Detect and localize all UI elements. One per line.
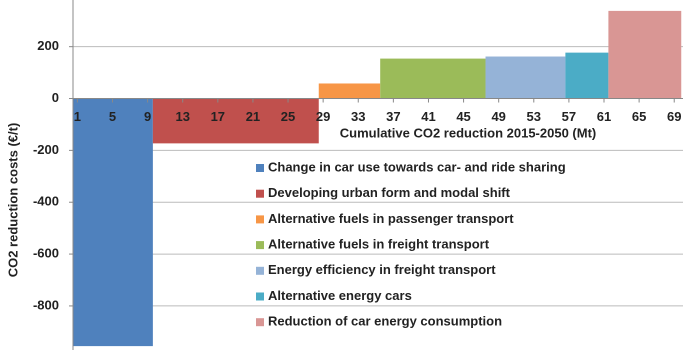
- x-tick-label: 49: [491, 109, 505, 124]
- legend-label: Alternative energy cars: [268, 288, 412, 303]
- x-tick-label: 17: [211, 109, 225, 124]
- legend-label: Developing urban form and modal shift: [268, 185, 511, 200]
- legend-label: Alternative fuels in passenger transport: [268, 211, 514, 226]
- x-tick-label: 29: [316, 109, 330, 124]
- legend-label: Change in car use towards car- and ride …: [268, 159, 566, 174]
- y-axis-label: CO2 reduction costs (€/t): [5, 123, 20, 278]
- y-tick-label: -800: [33, 297, 59, 312]
- x-tick-label: 57: [562, 109, 576, 124]
- x-tick-label: 33: [351, 109, 365, 124]
- bar: [608, 10, 682, 99]
- bar: [73, 98, 153, 347]
- legend-swatch: [256, 318, 264, 327]
- x-tick-label: 53: [527, 109, 541, 124]
- x-tick-label: 37: [386, 109, 400, 124]
- legend-swatch: [256, 189, 264, 198]
- bar: [152, 98, 319, 144]
- legend-label: Alternative fuels in freight transport: [268, 237, 490, 252]
- x-tick-label: 61: [597, 109, 611, 124]
- x-tick-label: 45: [456, 109, 470, 124]
- legend-swatch: [256, 241, 264, 250]
- x-tick-label: 1: [74, 109, 81, 124]
- bar: [565, 52, 609, 99]
- legend-swatch: [256, 215, 264, 224]
- legend-label: Reduction of car energy consumption: [268, 314, 502, 329]
- x-tick-label: 65: [632, 109, 646, 124]
- y-tick-label: -400: [33, 194, 59, 209]
- legend-swatch: [256, 266, 264, 275]
- y-tick-label: -600: [33, 246, 59, 261]
- bar: [380, 58, 486, 99]
- legend-swatch: [256, 164, 264, 172]
- x-tick-label: 13: [175, 109, 189, 124]
- y-tick-label: 200: [37, 38, 59, 53]
- bar: [485, 56, 566, 99]
- y-tick-label: -200: [33, 142, 59, 157]
- x-tick-label: 5: [109, 109, 116, 124]
- x-tick-label: 41: [421, 109, 435, 124]
- y-tick-label: 0: [52, 90, 59, 105]
- legend-swatch: [256, 292, 264, 301]
- bar: [318, 83, 381, 99]
- x-tick-label: 69: [667, 109, 681, 124]
- legend-label: Energy efficiency in freight transport: [268, 262, 496, 277]
- x-axis-label: Cumulative CO2 reduction 2015-2050 (Mt): [340, 125, 596, 140]
- x-tick-label: 25: [281, 109, 295, 124]
- x-tick-label: 21: [246, 109, 260, 124]
- x-tick-label: 9: [144, 109, 151, 124]
